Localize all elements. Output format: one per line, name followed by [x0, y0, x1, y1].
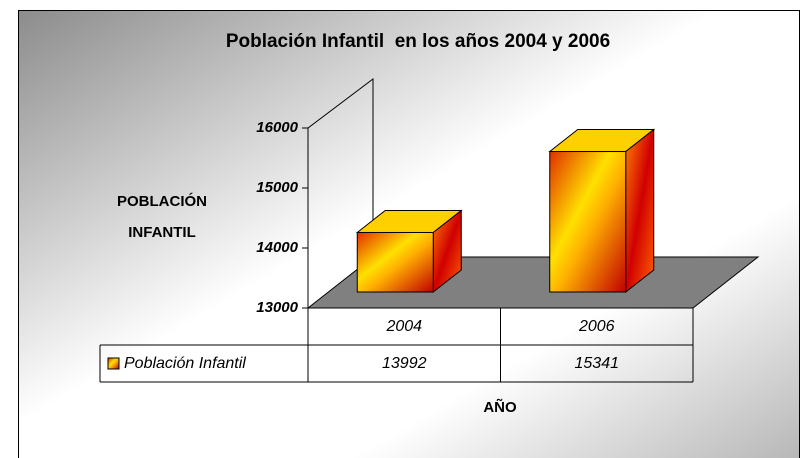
back-wall	[307, 77, 374, 257]
legend-label: Población Infantil	[124, 355, 246, 372]
y-tick-label: 16000	[256, 119, 298, 136]
x-axis-label: AÑO	[483, 398, 517, 416]
x-tick-label: 2004	[385, 318, 422, 335]
table-value: 15341	[575, 355, 620, 372]
y-tick-label: 15000	[256, 179, 298, 196]
y-tick-label: 14000	[256, 239, 298, 256]
y-tick-label: 13000	[256, 299, 298, 316]
bar-side	[625, 128, 655, 294]
bar	[549, 151, 627, 293]
bar	[356, 231, 434, 293]
chart-title: Población Infantil en los años 2004 y 20…	[226, 31, 610, 52]
x-tick-label: 2006	[578, 318, 615, 335]
table-value: 13992	[382, 355, 427, 372]
y-axis-label: POBLACIÓN	[117, 192, 207, 210]
legend-key	[107, 357, 120, 370]
y-axis-label: INFANTIL	[128, 224, 196, 241]
